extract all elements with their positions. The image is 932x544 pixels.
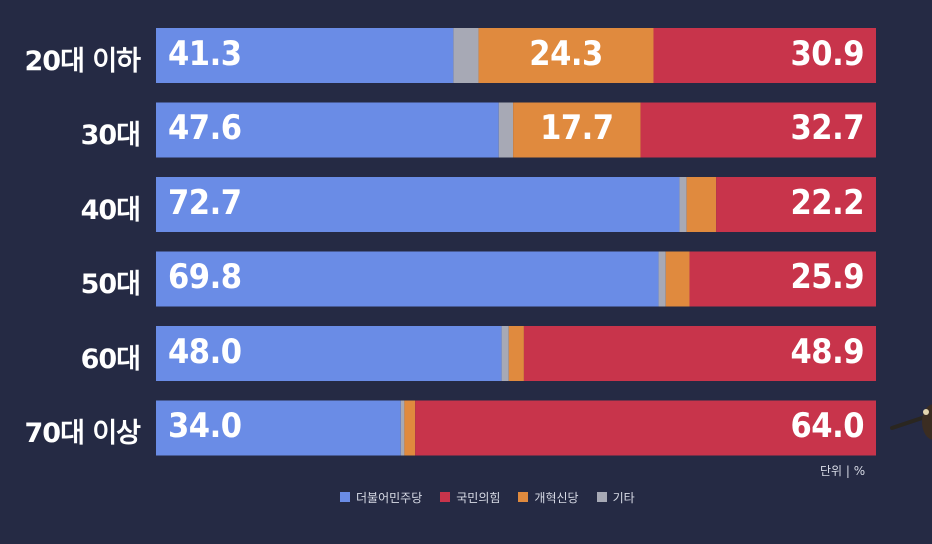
data-label: 72.7 [168,182,242,223]
bar-segment [156,400,401,456]
bar-segment [689,251,876,307]
data-label: 22.2 [790,182,865,223]
bar-segment [653,28,876,83]
category-label: 50대 [80,269,141,300]
chart-legend: 더불어민주당 국민의힘 개혁신당 기타 [340,487,635,507]
bar-segment [640,102,876,158]
bar-segment [156,177,680,232]
bar-segment [679,177,687,232]
data-label: 48.0 [168,331,242,372]
data-label: 32.7 [790,108,865,148]
bar-segment [415,400,876,456]
bar-segment [156,102,499,158]
legend-item: 더불어민주당 [340,489,422,506]
bar-segment [478,28,654,83]
category-label: 20대 이하 [24,45,141,77]
bar-segment [501,326,509,381]
legend-item: 기타 [596,489,635,506]
legend-swatch [518,492,529,502]
unit-note: 단위 | % [820,464,866,478]
legend-item: 개혁신당 [518,489,579,506]
bar-segment [686,177,717,232]
category-label: 70대 이상 [24,418,141,449]
bar-segment [716,177,876,232]
legend-label: 더불어민주당 [356,490,423,505]
legend-swatch [440,492,451,502]
bar-segment [404,400,416,456]
data-label: 34.0 [168,406,242,446]
data-label: 24.3 [529,33,603,74]
legend-label: 기타 [612,490,635,505]
data-label: 48.9 [790,331,865,372]
bar-segment [498,102,514,158]
category-label: 30대 [80,120,141,151]
legend-item: 국민의힘 [440,489,500,506]
category-label: 40대 [80,194,141,226]
bar-segment [156,326,502,381]
bar-segment [513,102,641,158]
data-label: 17.7 [540,108,614,148]
legend-label: 개혁신당 [534,490,579,505]
bar-segment [658,251,666,307]
data-label: 30.9 [790,33,865,74]
data-label: 47.6 [168,108,242,148]
category-label: 60대 [80,343,141,375]
bar-segment [523,326,876,381]
laser-pointer-icon [890,404,932,440]
legend-swatch [596,492,607,502]
bar-segment [156,251,659,307]
data-label: 64.0 [790,406,865,446]
data-label: 25.9 [790,257,865,297]
legend-swatch [340,492,350,502]
bar-segment [508,326,524,381]
bar-segment [453,28,479,83]
bar-segment [665,251,690,307]
data-label: 41.3 [168,33,242,74]
legend-label: 국민의힘 [456,490,501,505]
data-label: 69.8 [168,257,242,297]
bar-segment [156,28,454,83]
bar-segment [400,400,405,456]
